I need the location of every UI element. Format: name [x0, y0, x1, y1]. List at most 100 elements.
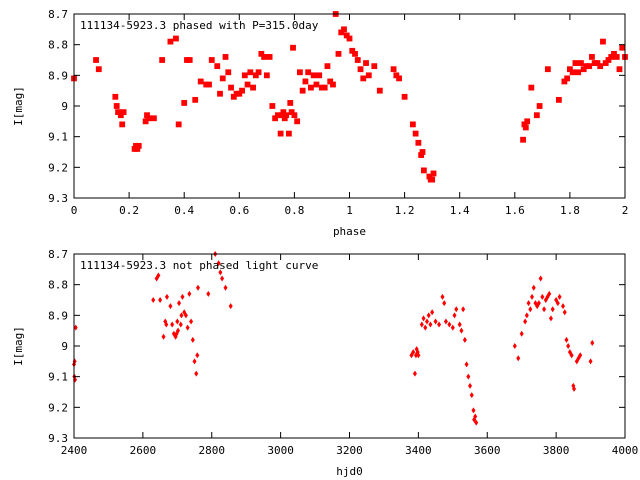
- unphased-data-point: [454, 306, 459, 313]
- unphased-data-point: [459, 327, 464, 334]
- phased-y-tick-label: 8.8: [48, 39, 68, 52]
- unphased-y-tick-label: 8.9: [48, 309, 68, 322]
- unphased-data-point: [194, 370, 199, 377]
- phased-data-point: [173, 35, 179, 42]
- unphased-data-point: [540, 293, 545, 300]
- phased-x-tick-label: 0.8: [284, 204, 304, 217]
- phased-data-point: [533, 112, 540, 119]
- unphased-data-point: [192, 358, 197, 365]
- phased-data-point: [430, 170, 437, 177]
- phased-data-point: [419, 149, 426, 155]
- unphased-x-tick-label: 4000: [612, 444, 639, 457]
- phased-data-point: [217, 90, 223, 97]
- phased-data-point: [396, 75, 402, 82]
- unphased-data-point: [223, 284, 228, 291]
- phased-data-point: [269, 103, 276, 109]
- phased-y-axis-label: I[mag]: [12, 86, 25, 126]
- phased-x-tick-label: 0.2: [119, 204, 139, 217]
- unphased-axis-ticks: 2400 2600 2800 3000 3200 3400 3600 3800 4000 8.7 8…: [48, 248, 638, 457]
- phased-data-point: [524, 118, 531, 125]
- unphased-data-point: [443, 318, 448, 325]
- phased-data-point: [277, 130, 284, 137]
- unphased-data-point: [473, 413, 478, 420]
- unphased-data-point: [423, 324, 428, 331]
- phased-data-point: [528, 84, 535, 91]
- phased-data-point: [544, 66, 551, 73]
- unphased-data-point: [471, 407, 476, 414]
- phased-x-tick-label: 0: [71, 204, 78, 217]
- unphased-x-tick-label: 2400: [61, 444, 88, 457]
- phased-data-point: [371, 63, 378, 70]
- unphased-data-point: [512, 343, 517, 349]
- phased-light-curve-panel: 0 0.2 0.4 0.6 0.8 1 1.2 1.4 1.6 1.8 2 8.7 8.8 8.9 9 9.1…: [12, 8, 628, 238]
- phased-data-point: [247, 69, 254, 76]
- unphased-data-point: [412, 370, 417, 377]
- unphased-data-point: [158, 297, 163, 303]
- unphased-data-point: [550, 306, 555, 313]
- unphased-data-point: [195, 284, 200, 291]
- phased-data-point: [390, 66, 397, 73]
- phased-data-point: [401, 93, 408, 100]
- unphased-data-point: [538, 275, 543, 282]
- unphased-data-point: [421, 315, 426, 322]
- unphased-data-point: [411, 349, 416, 356]
- unphased-data-point: [433, 318, 438, 325]
- phased-data-point: [321, 84, 328, 91]
- phased-data-point: [613, 54, 620, 60]
- unphased-data-point: [220, 275, 225, 282]
- phased-x-tick-label: 0.4: [174, 204, 194, 217]
- phased-data-point: [206, 81, 212, 88]
- phased-data-point: [363, 60, 369, 66]
- phased-data-point: [167, 38, 174, 45]
- unphased-data-point: [156, 272, 161, 279]
- unphased-data-point: [218, 269, 223, 276]
- unphased-y-tick-label: 9.2: [48, 401, 68, 414]
- unphased-x-tick-label: 3600: [474, 444, 501, 457]
- phased-data-point: [335, 50, 342, 57]
- phased-data-point: [520, 136, 526, 143]
- unphased-x-tick-label: 3400: [405, 444, 432, 457]
- phased-data-point: [285, 130, 292, 137]
- phased-data-point: [228, 84, 234, 91]
- phased-data-point: [313, 81, 320, 88]
- phased-x-tick-label: 2: [622, 204, 629, 217]
- unphased-data-point: [151, 297, 156, 303]
- phased-data-point: [297, 69, 303, 76]
- phased-data-point: [222, 54, 229, 60]
- phased-y-tick-label: 9.1: [48, 131, 68, 144]
- phased-x-tick-label: 1.8: [560, 204, 580, 217]
- phased-data-point: [360, 75, 367, 82]
- unphased-data-point: [578, 352, 583, 359]
- phased-data-point: [119, 121, 126, 128]
- phased-data-point: [263, 72, 270, 79]
- unphased-data-point: [178, 321, 183, 328]
- unphased-data-point: [516, 355, 521, 362]
- unphased-data-point: [461, 306, 466, 313]
- phased-data-point: [255, 69, 262, 76]
- unphased-data-point: [588, 358, 593, 365]
- phased-data-point: [120, 109, 127, 116]
- phased-data-point: [135, 142, 142, 149]
- phased-data-point: [415, 139, 422, 146]
- unphased-data-point: [216, 260, 221, 267]
- unphased-x-tick-label: 3800: [543, 444, 570, 457]
- unphased-y-tick-label: 9.1: [48, 371, 68, 384]
- phased-data-point: [365, 72, 372, 79]
- phased-x-tick-label: 0.6: [229, 204, 249, 217]
- phased-data-point: [575, 69, 582, 76]
- unphased-x-tick-label: 2600: [130, 444, 157, 457]
- phased-data-point: [597, 63, 604, 70]
- unphased-data-point: [524, 312, 529, 319]
- phased-data-point: [261, 54, 267, 60]
- unphased-data-point: [474, 419, 479, 426]
- phased-data-point: [522, 124, 529, 131]
- phased-data-point: [291, 112, 298, 119]
- unphased-data-point: [176, 327, 181, 334]
- phased-data-point: [95, 66, 102, 73]
- phased-data-point: [616, 66, 623, 73]
- unphased-data-point: [195, 352, 200, 359]
- unphased-data-point: [206, 290, 211, 297]
- unphased-data-point: [179, 312, 184, 319]
- phased-y-tick-label: 9.3: [48, 192, 68, 205]
- phased-data-point: [112, 93, 119, 100]
